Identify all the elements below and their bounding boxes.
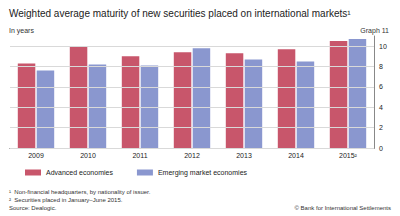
svg-text:© Bank for International Settl: © Bank for International Settlements (295, 205, 391, 211)
svg-text:Graph 11: Graph 11 (360, 27, 389, 35)
svg-text:² Securities placed in Januar: ² Securities placed in January–June 2015… (9, 197, 123, 203)
svg-text:Advanced economies: Advanced economies (46, 169, 113, 176)
svg-text:2014: 2014 (288, 152, 304, 159)
svg-text:2015²: 2015² (339, 152, 358, 159)
svg-text:2010: 2010 (80, 152, 96, 159)
svg-text:Source: Dealogic.: Source: Dealogic. (9, 205, 57, 211)
svg-text:Weighted average maturity of n: Weighted average maturity of new securit… (9, 8, 351, 19)
svg-text:2011: 2011 (132, 152, 147, 159)
svg-text:0: 0 (379, 145, 383, 152)
svg-text:6: 6 (379, 83, 383, 90)
svg-text:2012: 2012 (184, 152, 200, 159)
svg-text:2: 2 (379, 124, 383, 131)
svg-text:¹ Non-financial headquarters,: ¹ Non-financial headquarters, by nationa… (9, 189, 151, 195)
svg-text:2009: 2009 (28, 152, 44, 159)
svg-text:In years: In years (9, 27, 34, 35)
svg-text:10: 10 (379, 43, 387, 50)
svg-text:Emerging market economies: Emerging market economies (158, 169, 248, 177)
svg-text:8: 8 (379, 63, 383, 70)
svg-text:2013: 2013 (236, 152, 252, 159)
svg-text:4: 4 (379, 104, 383, 111)
